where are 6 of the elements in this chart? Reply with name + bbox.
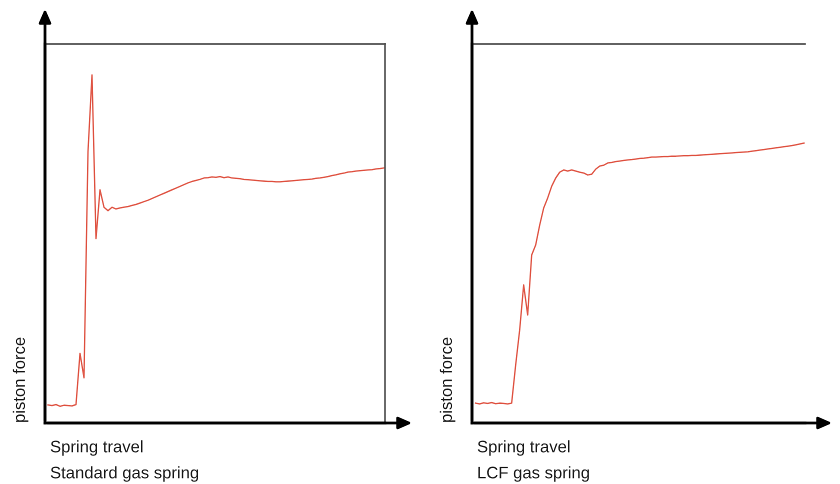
x-axis-title: Spring travel <box>478 440 570 456</box>
x-axis-title: Spring travel <box>50 440 142 456</box>
y-axis-title: piston force <box>440 338 456 422</box>
y-axis-title: piston force <box>12 338 28 422</box>
text: Standard gas spring <box>50 466 198 482</box>
text: LCF gas spring <box>478 466 589 482</box>
